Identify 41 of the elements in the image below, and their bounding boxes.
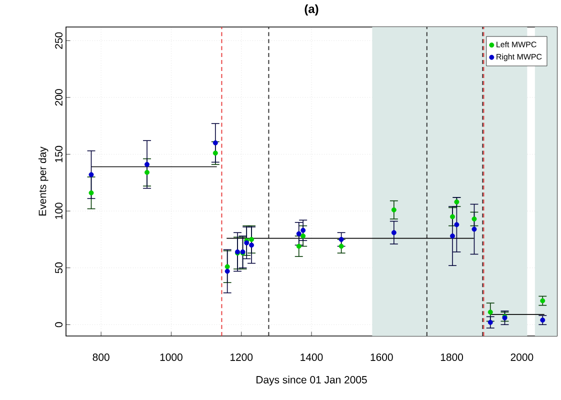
point [540,298,546,304]
point [450,214,455,220]
chart-title: (a) [304,4,318,16]
point [88,190,94,196]
x-tick-label: 1000 [160,354,182,361]
y-tick-label: 50 [55,262,62,274]
point [454,222,460,228]
x-tick-label: 1800 [440,354,464,361]
point [144,170,150,175]
point [300,228,306,233]
point [249,242,254,248]
point [472,226,477,232]
x-axis-title: Days since 01 Jan 2005 [256,376,367,386]
x-tick-label: 2000 [510,354,534,361]
y-tick-label: 250 [55,32,62,49]
y-tick-label: 100 [55,202,62,219]
point [296,244,302,249]
y-tick-label: 200 [55,89,62,106]
point [472,216,477,222]
point [338,236,344,242]
point [212,140,218,146]
x-tick-label: 1400 [300,354,323,361]
point [88,172,94,178]
point [144,162,150,167]
x-tick-label: 1600 [370,354,393,361]
point [391,230,396,236]
point [391,207,396,212]
y-axis-title: Events per day [38,146,48,216]
point [300,234,306,239]
point [450,234,455,239]
x-tick-label: 800 [92,354,110,361]
point [249,236,254,242]
point [540,318,546,323]
y-tick-label: 0 [55,322,62,328]
point [488,320,493,325]
point [224,268,230,274]
point [212,150,218,156]
point [488,310,493,315]
point [224,264,230,270]
x-tick-label: 1200 [230,354,253,361]
y-tick-label: 150 [55,146,62,162]
